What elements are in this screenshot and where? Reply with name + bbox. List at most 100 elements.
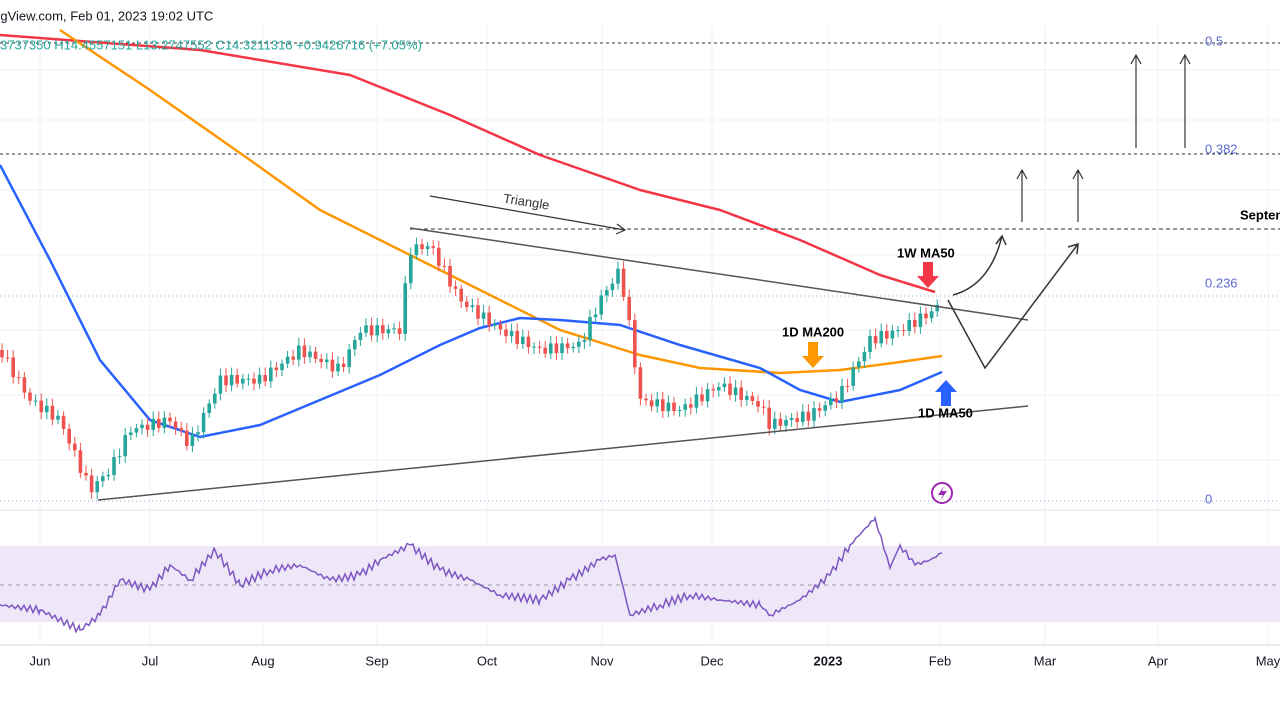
candle-body [773, 418, 777, 429]
candle-body [806, 411, 811, 421]
candle-body [526, 336, 531, 348]
candle-body [145, 424, 150, 430]
candle-body [638, 367, 643, 399]
candle-body [515, 330, 519, 344]
candle-body [868, 336, 872, 353]
candle-body [285, 356, 290, 364]
candle-body [543, 347, 547, 354]
september-high-label: September [1240, 207, 1280, 222]
candle-body [470, 305, 475, 308]
candle-body [689, 404, 693, 408]
time-label: 2023 [814, 653, 843, 668]
candle-body [224, 375, 228, 386]
candle-body [0, 350, 4, 358]
candle-body [190, 434, 195, 447]
candle-body [896, 330, 900, 332]
candle-body [409, 255, 413, 284]
candle-body [101, 476, 105, 482]
candle-body [705, 389, 710, 402]
candle-body [201, 412, 206, 433]
candle-body [302, 345, 307, 358]
candle-body [465, 301, 469, 308]
drawing-layer [0, 28, 1280, 634]
candle-body [913, 319, 917, 327]
candle-body [157, 418, 161, 428]
candle-body [5, 357, 10, 359]
candle-body [336, 363, 340, 372]
target-arrow [1016, 168, 1028, 222]
candle-body [509, 330, 514, 337]
candle-body [851, 367, 855, 386]
ma-1d200 [59, 28, 943, 375]
candle-body [493, 324, 497, 326]
candle-body [655, 399, 659, 407]
candle-body [627, 296, 631, 321]
candle-body [700, 394, 704, 402]
candle-body [717, 387, 721, 391]
candle-body [677, 409, 682, 412]
fib-label: 0.5 [1205, 33, 1223, 48]
candle-body [179, 428, 183, 431]
candle-body [347, 349, 351, 368]
candle-body [745, 396, 749, 400]
time-label: Feb [929, 653, 951, 668]
candle-body [140, 424, 144, 429]
triangle-lower [97, 405, 1029, 501]
target-arrow [1179, 53, 1191, 148]
candle-body [565, 343, 570, 349]
target-arrow [1072, 168, 1084, 222]
candle-body [117, 456, 122, 458]
candle-body [778, 418, 783, 426]
candle-body [448, 266, 452, 287]
candle-body [476, 305, 480, 319]
candle-body [207, 403, 211, 413]
candle-body [73, 443, 77, 451]
candle-body [795, 418, 799, 422]
marker-arrow [802, 342, 824, 368]
candle-body [582, 340, 587, 342]
candle-body [767, 407, 771, 429]
projection-path [952, 234, 1007, 296]
candle-body [812, 408, 816, 421]
time-label: Jun [30, 653, 51, 668]
marker-arrow [935, 380, 957, 406]
candle-body [369, 325, 374, 336]
candle-body [829, 398, 833, 406]
candle-body [274, 367, 279, 371]
triangle-arrow [429, 195, 627, 235]
candle-body [537, 346, 542, 348]
candle-body [241, 378, 245, 384]
candle-body [280, 363, 284, 371]
candle-body [420, 244, 424, 250]
candle-body [873, 336, 878, 344]
candle-body [862, 352, 867, 362]
candle-body [453, 286, 458, 289]
candle-body [845, 385, 850, 387]
time-label: Sep [365, 653, 388, 668]
time-label: Oct [477, 653, 498, 668]
time-label: Jul [142, 653, 159, 668]
candle-body [431, 246, 435, 248]
candle-body [621, 268, 626, 297]
time-label: Apr [1148, 653, 1169, 668]
candle-body [644, 398, 648, 401]
fib-label: 0.382 [1205, 141, 1238, 156]
candle-body [22, 377, 27, 393]
candle-body [313, 351, 318, 359]
candle-body [263, 374, 267, 382]
candle-body [33, 400, 38, 402]
candle-body [593, 314, 598, 318]
time-label: May [1256, 653, 1280, 668]
time-label: Aug [251, 653, 274, 668]
candle-body [297, 345, 301, 360]
candle-body [879, 330, 883, 344]
candle-body [246, 378, 251, 380]
candle-body [577, 341, 581, 347]
candle-body [162, 417, 167, 428]
candle-body [605, 290, 609, 296]
candle-body [358, 332, 363, 341]
candle-body [756, 401, 760, 407]
candle-body [504, 329, 508, 337]
candle-body [95, 481, 99, 493]
ma-label: 1W MA50 [897, 245, 955, 260]
